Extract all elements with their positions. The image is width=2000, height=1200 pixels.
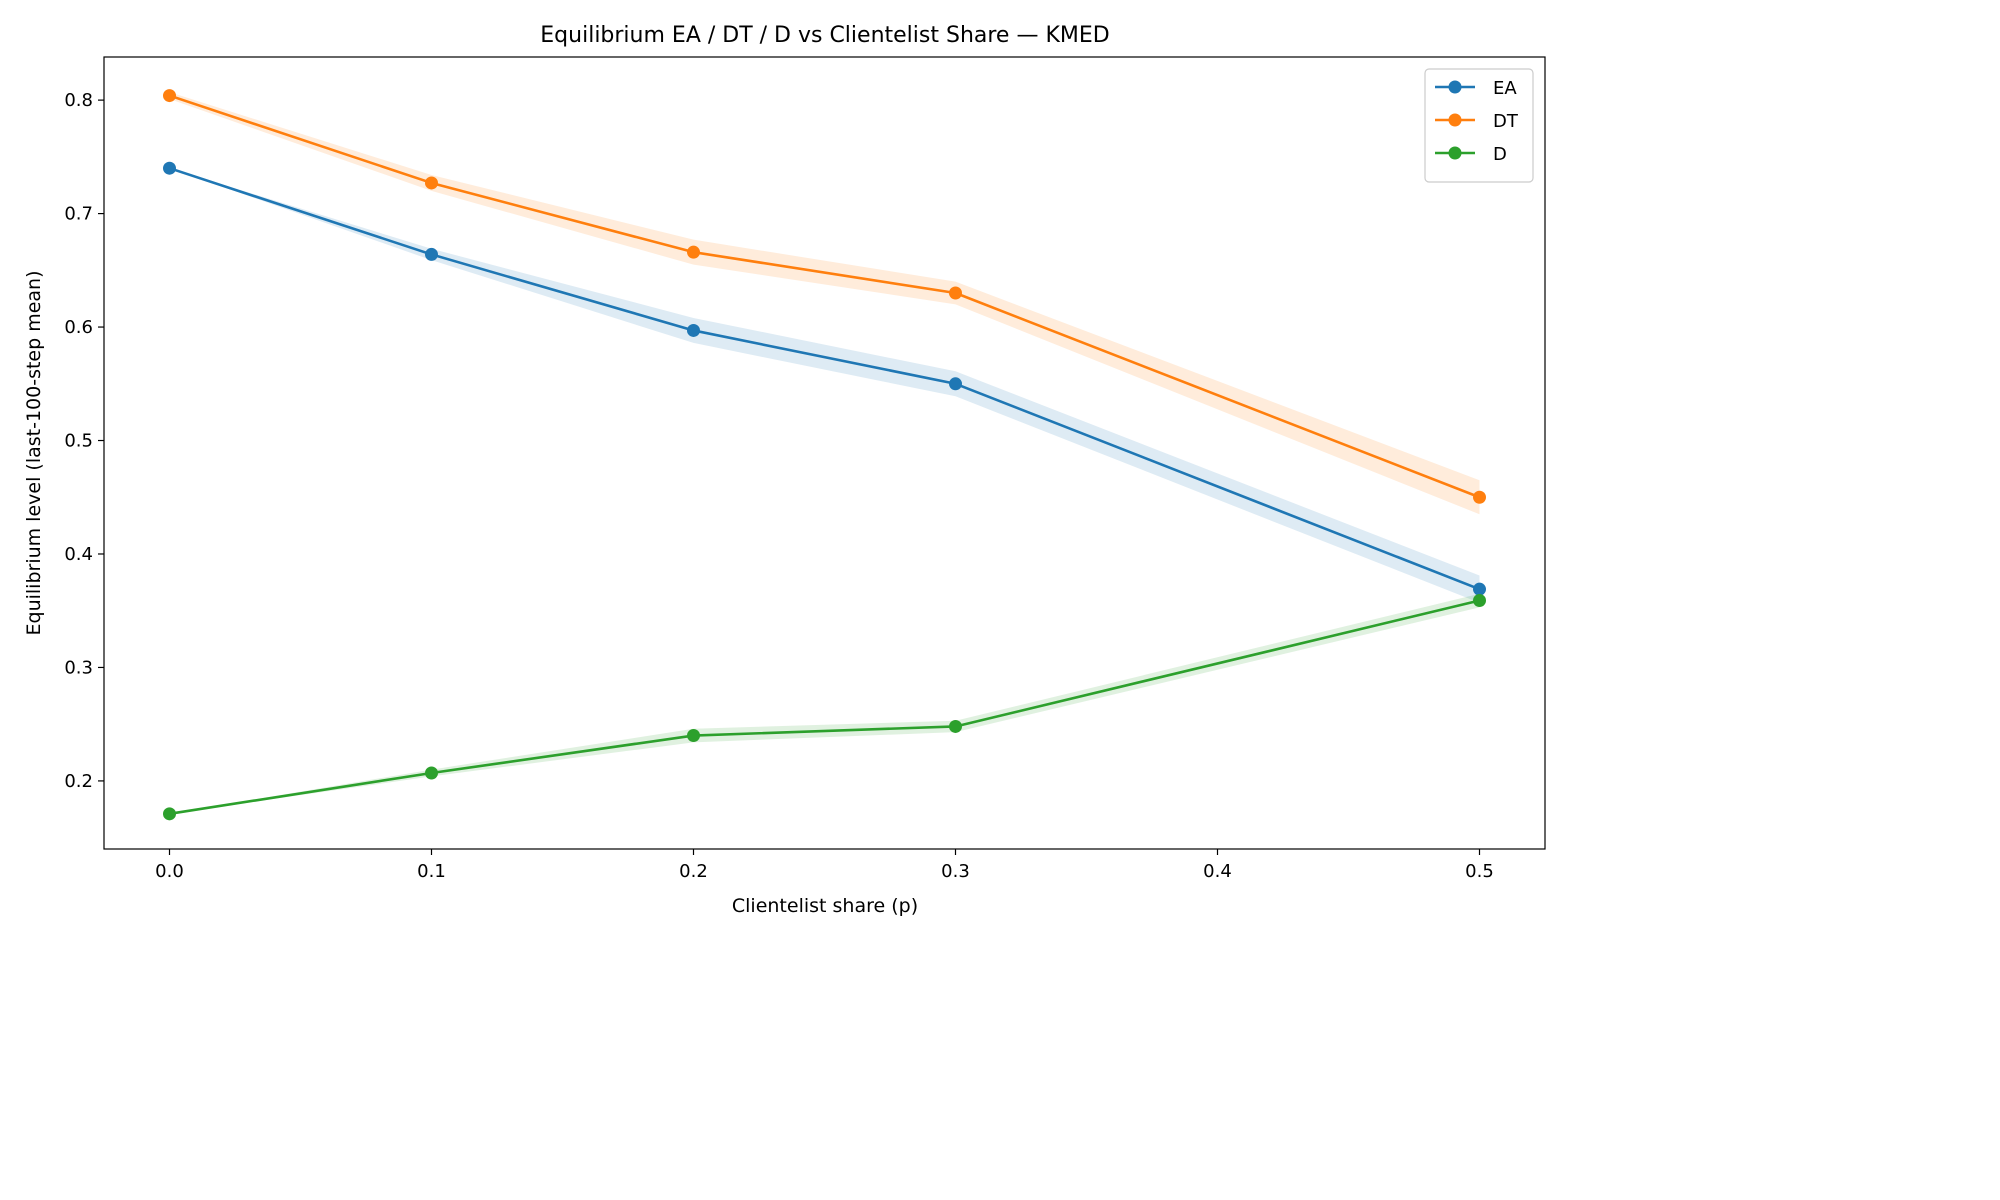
x-tick-label: 0.0 [155, 861, 184, 882]
point-ea [687, 323, 700, 337]
legend-marker-dt [1448, 113, 1462, 127]
y-tick-label: 0.4 [64, 544, 93, 565]
y-tick-label: 0.3 [64, 657, 93, 678]
x-tick-label: 0.2 [679, 861, 708, 882]
point-dt [1473, 490, 1486, 504]
x-axis: 0.0 0.1 0.2 0.3 0.4 0.5 [155, 849, 1494, 882]
x-tick-label: 0.5 [1465, 861, 1494, 882]
y-axis-label: Equilibrium level (last-100-step mean) [23, 271, 45, 636]
point-d [949, 719, 962, 733]
x-tick-label: 0.4 [1203, 861, 1232, 882]
legend-marker-d [1448, 146, 1462, 160]
legend-marker-ea [1448, 80, 1462, 94]
point-dt [949, 286, 962, 300]
point-d [163, 807, 176, 821]
y-tick-label: 0.2 [64, 771, 93, 792]
y-tick-label: 0.7 [64, 204, 93, 225]
y-tick-label: 0.5 [64, 431, 93, 452]
legend-label-ea: EA [1493, 78, 1517, 99]
point-ea [1473, 582, 1486, 596]
line-chart: 0.0 0.1 0.2 0.3 0.4 0.5 0.2 0.3 0.4 0.5 0.6 0.7 0.8… [23, 23, 1546, 917]
band-dt [169, 92, 1480, 515]
band-d [169, 593, 1480, 814]
x-tick-label: 0.3 [941, 861, 970, 882]
confidence-bands [169, 92, 1480, 814]
chart-container: 0.0 0.1 0.2 0.3 0.4 0.5 0.2 0.3 0.4 0.5 0.6 0.7 0.8… [23, 23, 1546, 917]
band-ea [169, 168, 1480, 603]
y-axis: 0.2 0.3 0.4 0.5 0.6 0.7 0.8 [64, 90, 104, 792]
legend-label-dt: DT [1493, 111, 1519, 132]
point-dt [425, 176, 438, 190]
legend-label-d: D [1493, 144, 1507, 165]
point-d [1473, 594, 1486, 608]
plot-frame [103, 56, 1546, 850]
series-points [163, 89, 1486, 821]
legend: EA DT D [1424, 68, 1534, 183]
x-axis-label: Clientelist share (p) [732, 895, 918, 917]
point-ea [163, 161, 176, 175]
chart-title: Equilibrium EA / DT / D vs Clientelist S… [540, 23, 1109, 48]
point-d [425, 766, 438, 780]
point-d [687, 729, 700, 743]
x-tick-label: 0.1 [417, 861, 446, 882]
point-ea [425, 247, 438, 261]
series-lines [169, 94, 1480, 816]
point-ea [949, 377, 962, 391]
point-dt [687, 245, 700, 259]
y-tick-label: 0.8 [64, 90, 93, 111]
y-tick-label: 0.6 [64, 317, 93, 338]
point-dt [163, 89, 176, 103]
